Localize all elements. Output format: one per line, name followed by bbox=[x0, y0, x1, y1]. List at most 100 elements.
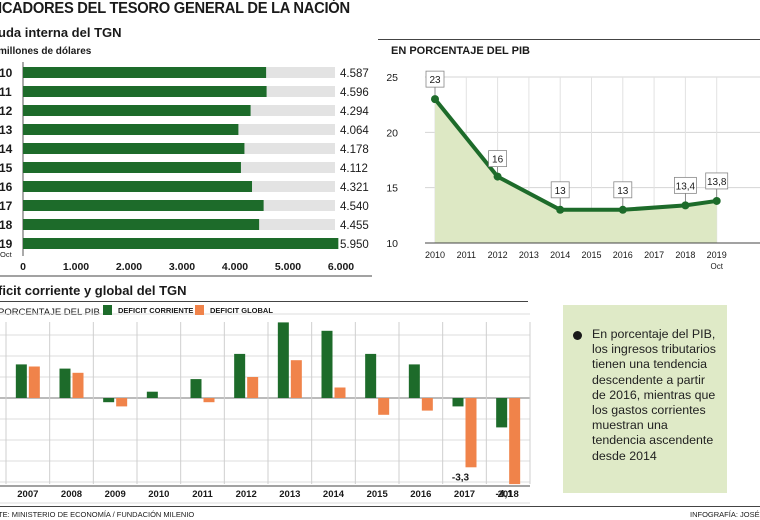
debt-bar bbox=[23, 162, 241, 173]
deficit-panel-rule bbox=[0, 301, 528, 302]
debt-x-tick-label: 4.000 bbox=[222, 261, 248, 273]
pib-area-chart: 10 15 20 25 23 16 13 13 13,4 13,8 2010 2011 2012 2013… bbox=[386, 70, 760, 271]
debt-value-label: 4.455 bbox=[340, 220, 369, 232]
debt-bar bbox=[23, 67, 267, 78]
pib-x-tick-label: 2017 bbox=[644, 250, 664, 260]
pib-label-box bbox=[488, 150, 508, 168]
pib-label-box bbox=[674, 176, 697, 194]
pib-panel-rule bbox=[378, 39, 760, 40]
deficit-corriente-bar bbox=[408, 364, 420, 398]
deficit-corriente-bar bbox=[277, 322, 289, 398]
debt-category-note: Oct bbox=[0, 250, 13, 259]
pib-data-point bbox=[431, 95, 439, 104]
deficit-corriente-bar bbox=[452, 398, 464, 407]
deficit-legend-swatch bbox=[103, 305, 112, 315]
pib-x-tick-label: 2014 bbox=[550, 250, 570, 260]
debt-value-label: 4.540 bbox=[340, 201, 369, 213]
deficit-x-tick-label: 2017 bbox=[454, 489, 475, 500]
debt-category-label: 11 bbox=[0, 85, 12, 99]
deficit-data-label: -4,1 bbox=[496, 489, 514, 500]
debt-bar bbox=[23, 181, 253, 192]
debt-value-label: 4.596 bbox=[340, 87, 369, 99]
debt-bar bbox=[23, 143, 245, 154]
pib-label-box bbox=[705, 172, 729, 190]
deficit-corriente-bar bbox=[496, 398, 508, 428]
pib-line bbox=[433, 97, 717, 212]
deficit-corriente-bar bbox=[234, 353, 246, 398]
pib-y-tick-label: 25 bbox=[386, 72, 398, 84]
deficit-legend-swatch bbox=[195, 305, 204, 315]
debt-category-label: 19 bbox=[0, 237, 13, 251]
pib-x-tick-label: 2015 bbox=[581, 250, 601, 260]
page-title: ICADORES DEL TESORO GENERAL DE LA NACIÓN bbox=[0, 0, 350, 17]
debt-category-label: 12 bbox=[0, 104, 13, 118]
deficit-global-bar bbox=[72, 372, 84, 398]
pib-data-label: 13 bbox=[555, 186, 567, 197]
footer-credit: INFOGRAFÍA: JOSÉ A bbox=[690, 510, 760, 519]
deficit-global-bar bbox=[421, 398, 433, 411]
footer-source: TE: MINISTERIO DE ECONOMÍA / FUNDACIÓN M… bbox=[0, 510, 195, 519]
deficit-x-tick-label: 2008 bbox=[61, 489, 82, 500]
debt-value-label: 4.178 bbox=[340, 144, 369, 156]
deficit-global-bar bbox=[334, 387, 346, 398]
debt-value-label: 5.950 bbox=[340, 239, 369, 251]
deficit-global-bar bbox=[203, 398, 215, 403]
deficit-global-bar bbox=[509, 398, 521, 485]
debt-bar bbox=[23, 86, 267, 97]
debt-category-label: 18 bbox=[0, 218, 13, 232]
deficit-corriente-bar bbox=[365, 353, 377, 398]
deficit-corriente-bar bbox=[15, 364, 27, 398]
deficit-x-tick-label: 2014 bbox=[323, 489, 345, 500]
pib-data-point bbox=[681, 201, 690, 210]
deficit-legend-label: DEFICIT GLOBAL bbox=[210, 306, 273, 315]
pib-x-tick-label: 2012 bbox=[488, 250, 508, 260]
deficit-corriente-bar bbox=[190, 379, 202, 398]
pib-x-tick-label: 2016 bbox=[613, 250, 633, 260]
debt-x-tick-label: 2.000 bbox=[116, 261, 142, 273]
pib-y-tick-label: 15 bbox=[386, 183, 398, 195]
deficit-unit-label: PORCENTAJE DEL PIB bbox=[0, 307, 100, 318]
pib-area bbox=[435, 99, 717, 243]
deficit-x-tick-label: 2013 bbox=[279, 489, 300, 500]
pib-y-tick-label: 10 bbox=[386, 238, 398, 250]
debt-category-label: 13 bbox=[0, 123, 13, 137]
pib-data-point bbox=[493, 172, 502, 181]
deficit-corriente-bar bbox=[146, 391, 158, 398]
pib-data-label: 23 bbox=[429, 75, 441, 86]
pib-panel-title: EN PORCENTAJE DEL PIB bbox=[391, 45, 530, 57]
debt-bar bbox=[23, 105, 251, 116]
debt-value-label: 4.064 bbox=[340, 125, 369, 137]
deficit-corriente-bar bbox=[103, 398, 115, 403]
pib-x-tick-note: Oct bbox=[710, 262, 723, 271]
debt-x-tick-label: 1.000 bbox=[63, 261, 89, 273]
debt-bar bbox=[23, 238, 339, 249]
debt-value-label: 4.112 bbox=[340, 163, 368, 175]
deficit-x-tick-label: 2007 bbox=[17, 489, 38, 500]
pib-data-point bbox=[618, 205, 627, 214]
note-text: En porcentaje del PIB, los ingresos trib… bbox=[592, 327, 716, 463]
pib-x-tick-label: 2010 bbox=[425, 250, 445, 260]
debt-x-tick-label: 5.000 bbox=[275, 261, 301, 273]
pib-label-box bbox=[613, 181, 633, 199]
pib-data-point bbox=[556, 205, 565, 214]
debt-category-label: 14 bbox=[0, 142, 13, 156]
debt-category-label: 10 bbox=[0, 66, 13, 80]
pib-data-point bbox=[712, 196, 721, 205]
deficit-global-bar bbox=[28, 366, 40, 398]
deficit-global-bar bbox=[378, 398, 390, 415]
bullet-icon bbox=[573, 331, 582, 340]
deficit-x-tick-label: 2011 bbox=[192, 489, 213, 500]
pib-data-label: 13 bbox=[617, 186, 629, 197]
debt-panel-title: uda interna del TGN bbox=[0, 25, 122, 40]
deficit-bar-chart: DEFICIT CORRIENTE DEFICIT GLOBAL 2007 2008 2… bbox=[0, 305, 531, 504]
deficit-x-tick-label: 2012 bbox=[236, 489, 257, 500]
deficit-corriente-bar bbox=[321, 330, 333, 398]
footer-rule bbox=[0, 506, 760, 507]
pib-x-tick-label: 2011 bbox=[457, 250, 476, 260]
pib-label-box bbox=[550, 181, 570, 199]
deficit-global-bar bbox=[290, 360, 302, 398]
pib-x-tick-label: 2018 bbox=[675, 250, 695, 260]
deficit-global-bar bbox=[116, 398, 128, 407]
deficit-corriente-bar bbox=[59, 368, 71, 398]
debt-value-label: 4.587 bbox=[340, 68, 369, 80]
